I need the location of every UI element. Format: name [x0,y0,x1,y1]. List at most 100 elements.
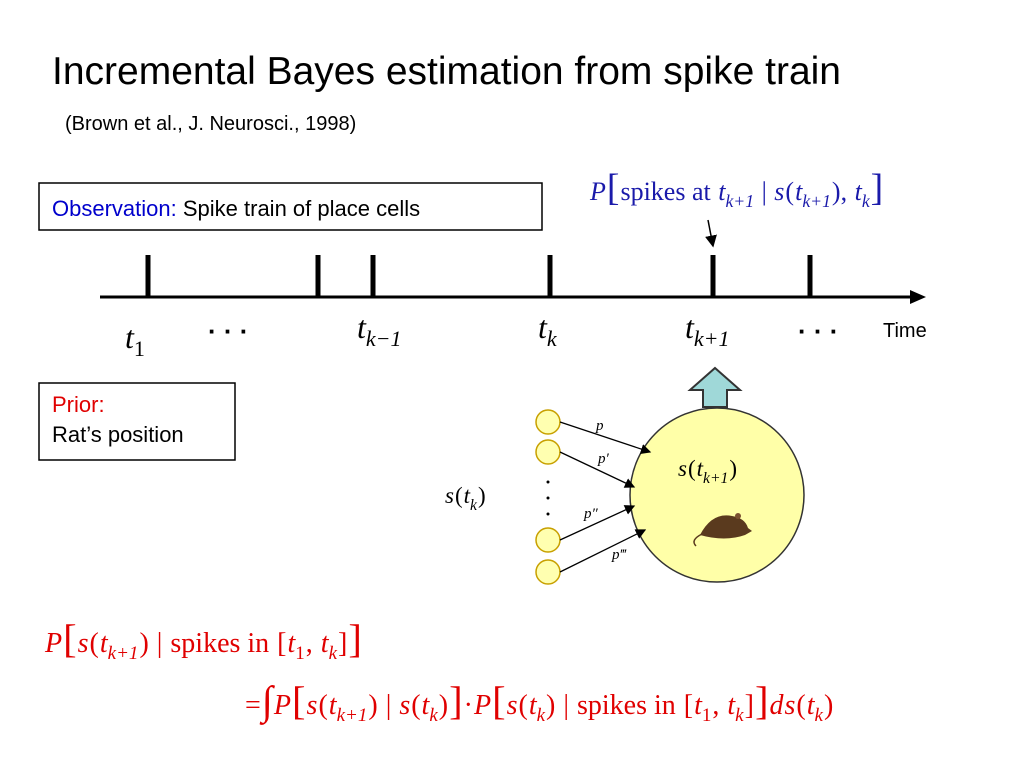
posterior-formula: P[s(tk+1) | spikes in [t1, tk]] [44,616,362,664]
formula-token: = [245,690,261,721]
formula-token: ) [546,690,555,721]
input-neurons [535,409,561,585]
formula-token: ∫ [259,678,276,725]
formula-token: s [399,690,410,721]
recursion-formula: =∫P[s(tk+1) | s(tk)]·P[s(tk) | spikes in… [245,678,833,726]
formula-token: [ [292,678,306,723]
observation: Observation: Spike train of place cells [52,196,420,221]
formula-token: t [321,628,330,659]
formula-token: t [529,690,538,721]
title: Incremental Bayes estimation from spike … [52,50,841,93]
formula-token: t [795,177,803,206]
subtitle: (Brown et al., J. Neurosci., 1998) [65,113,356,135]
prior-text: Rat’s position [52,422,184,447]
formula-token: ( [518,690,527,721]
likelihood-formula: P[spikes at tk+1 | s(tk+1), tk] [589,167,883,211]
formula-token: t [694,690,703,721]
pointer-arrow [705,219,717,248]
formula-token: ), [832,177,854,206]
formula-token: ] [338,628,347,659]
formula-token: | [379,690,399,721]
formula-token: k+1 [337,705,368,726]
formula-token: , [712,690,726,721]
output-neuron [629,407,805,583]
formula-token: ] [871,167,884,209]
formula-token: k+1 [108,643,139,664]
formula-token: s [774,177,784,206]
formula-token: | [150,628,170,659]
formula-token: ] [449,678,463,723]
input-state: s(tk) [445,483,486,514]
formula-token: t [329,690,338,721]
formula-token: spikes in [577,690,683,721]
formula-token: P [473,690,491,721]
formula-token: k [470,497,478,514]
weight: p [595,418,604,434]
formula-token: k [862,191,871,211]
formula-token: [ [63,616,77,661]
prior-box [38,382,236,461]
formula-token: ) [439,690,448,721]
formula-token: d [769,690,784,721]
formula-token: ( [90,628,99,659]
ellipsis: · · · [208,316,248,346]
formula-token: k [429,705,438,726]
formula-token: s [507,690,518,721]
formula-token: s [78,628,89,659]
formula-token: k+1 [703,470,728,487]
time-label: tk−1 [357,309,402,351]
formula-token: t [718,177,726,206]
ellipsis: · · · [798,316,838,346]
weight: p′ [597,451,610,467]
up-arrow [687,366,743,408]
connection [559,505,636,541]
formula-token: k+1 [802,191,831,211]
formula-token: 1 [702,705,712,726]
formula-token: t [100,628,109,659]
formula-token: k+1 [725,191,754,211]
vertical-dots [546,480,550,516]
formula-token: ( [785,177,794,206]
output-state: s(tk+1) [678,456,737,487]
formula-token: [ [684,690,693,721]
time-label: tk+1 [685,309,730,351]
formula-token: t [727,690,736,721]
input-neuron [535,559,561,585]
formula-token: t [422,690,431,721]
formula-token: k [814,705,823,726]
formula-token: ( [318,690,327,721]
formula-token: ) [478,483,486,508]
prior-label: Prior: [52,392,105,417]
formula-token: ( [411,690,420,721]
time-label: tk [538,309,558,351]
formula-token: ) [729,456,737,481]
formula-token: spikes in [170,628,276,659]
formula-token: · [464,690,473,721]
weight: p″ [583,506,599,522]
axis-arrowhead [910,290,926,304]
spikes [145,255,813,296]
formula-token: | [755,177,773,206]
formula-token: 1 [295,643,305,664]
connection [559,421,652,455]
formula-token: P [273,690,291,721]
formula-token: s [307,690,318,721]
formula-token: ] [348,616,362,661]
formula-token: , [306,628,320,659]
formula-token: k [329,643,338,664]
formula-token: t [807,690,816,721]
formula-token: spikes at [620,177,717,206]
formula-token: k [537,705,546,726]
formula-token: t [855,177,863,206]
formula-token: [ [607,167,620,209]
formula-token: ( [688,456,696,481]
input-neuron [535,527,561,553]
formula-token: ) [368,690,377,721]
input-neuron [535,439,561,465]
formula-token: ( [796,690,805,721]
input-neuron [535,409,561,435]
formula-token: [ [277,628,286,659]
formula-token: t [697,456,704,481]
formula-token: [ [492,678,506,723]
